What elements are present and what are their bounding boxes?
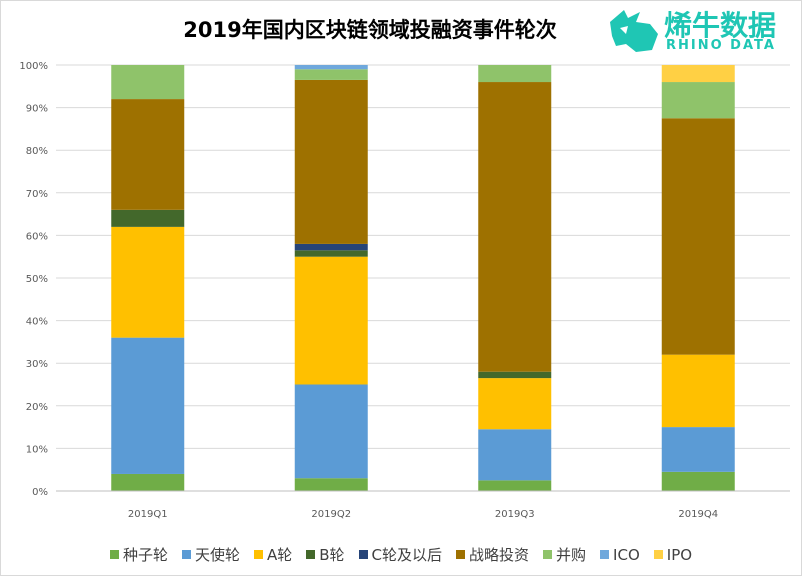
x-tick-label: 2019Q3	[495, 509, 535, 520]
legend-label: A轮	[266, 546, 293, 564]
bar-segment	[111, 99, 185, 210]
bar-segment	[661, 471, 735, 491]
legend-swatch	[181, 550, 191, 559]
bar-segment	[294, 256, 368, 385]
bar-segment	[294, 69, 368, 80]
legend-item: 并购	[543, 544, 586, 565]
y-tick-label: 60%	[26, 231, 48, 242]
y-tick-label: 50%	[26, 274, 48, 285]
y-tick-label: 90%	[26, 104, 48, 115]
legend-item: B轮	[306, 544, 345, 565]
legend-swatch	[306, 550, 316, 559]
legend-item: 种子轮	[109, 544, 168, 565]
bar-segment	[661, 82, 735, 119]
legend-label: C轮及以后	[371, 546, 443, 564]
bar-segment	[661, 354, 735, 428]
y-tick-label: 30%	[26, 359, 48, 370]
legend-item: C轮及以后	[358, 544, 443, 565]
y-tick-label: 10%	[26, 444, 48, 455]
legend-swatch	[253, 550, 263, 559]
legend-item: A轮	[253, 544, 293, 565]
bar-segment	[111, 209, 185, 227]
legend-swatch	[109, 550, 119, 559]
bar-segment	[111, 473, 185, 491]
legend-swatch	[543, 550, 553, 559]
legend-label: 种子轮	[122, 546, 168, 564]
legend-label: ICO	[613, 545, 640, 564]
logo: 烯牛数据 RHINO DATA	[606, 4, 802, 58]
legend-label: 战略投资	[469, 546, 530, 564]
legend-label: 并购	[556, 546, 587, 564]
chart-legend: 种子轮 天使轮 A轮 B轮 C轮及以后 战略投资 并购 ICO IPO	[0, 544, 802, 565]
legend-swatch	[456, 550, 466, 559]
bar-segment	[111, 226, 185, 338]
x-tick-label: 2019Q4	[678, 509, 718, 520]
bar-segment	[478, 65, 552, 83]
rhino-head-icon	[610, 10, 658, 52]
y-tick-label: 40%	[26, 317, 48, 328]
logo-text: 烯牛数据	[664, 9, 777, 42]
bar-segment	[294, 65, 368, 70]
y-tick-label: 70%	[26, 189, 48, 200]
bar-segment	[478, 378, 552, 430]
y-tick-label: 0%	[32, 487, 48, 498]
y-tick-label: 100%	[19, 61, 48, 72]
legend-item: IPO	[653, 545, 693, 564]
legend-swatch	[653, 550, 663, 559]
bar-segment	[478, 82, 552, 372]
x-tick-label: 2019Q1	[128, 509, 168, 520]
bar-segment	[294, 243, 368, 251]
logo-subtext: RHINO DATA	[666, 38, 776, 53]
bar-segment	[111, 65, 185, 100]
legend-label: 天使轮	[194, 546, 240, 564]
legend-item: 天使轮	[181, 544, 240, 565]
x-tick-label: 2019Q2	[311, 509, 351, 520]
y-tick-label: 20%	[26, 402, 48, 413]
bar-segment	[294, 478, 368, 491]
stacked-bar-chart: 0% 10% 20% 30% 40% 50% 60% 70% 80% 90% 100% 2019Q1 2…	[19, 61, 790, 520]
legend-swatch	[358, 550, 368, 559]
bar-segment	[478, 480, 552, 491]
bar-segment	[111, 337, 185, 474]
bar-segment	[294, 384, 368, 479]
bar-segment	[294, 250, 368, 257]
legend-label: IPO	[666, 545, 693, 564]
bar-segment	[478, 429, 552, 481]
bar-segment	[478, 371, 552, 379]
bar-segment	[661, 118, 735, 355]
bar-segment	[661, 427, 735, 472]
chart-title: 2019年国内区块链领域投融资事件轮次	[183, 18, 557, 42]
bar-segment	[294, 79, 368, 244]
legend-item: 战略投资	[456, 544, 529, 565]
bar-segment	[661, 65, 735, 83]
legend-swatch	[600, 550, 610, 559]
legend-label: B轮	[319, 546, 345, 564]
legend-item: ICO	[600, 546, 640, 564]
y-tick-label: 80%	[26, 146, 48, 157]
